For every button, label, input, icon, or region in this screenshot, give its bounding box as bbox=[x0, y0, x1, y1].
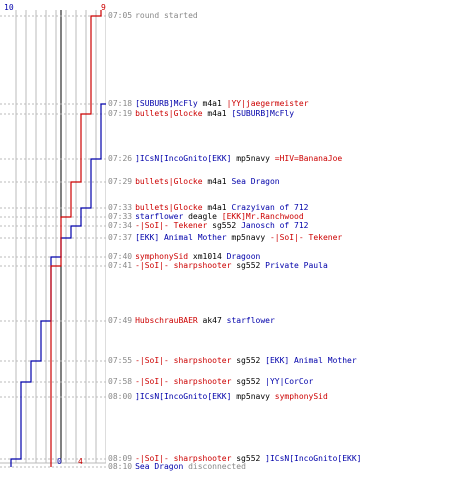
event-player: -|SoI|- sharpshooter bbox=[135, 454, 232, 463]
event-weapon: xm1014 bbox=[188, 252, 227, 261]
event-player: Janosch of 712 bbox=[241, 221, 309, 230]
event-weapon: sg552 bbox=[231, 454, 266, 463]
event-player: bullets|Glocke bbox=[135, 203, 203, 212]
event-row: 07:49 HubschrauBAER ak47 starflower bbox=[108, 316, 275, 326]
blue-team-start-count: 10 bbox=[4, 3, 14, 12]
event-player: [SUBURB]McFly bbox=[231, 109, 295, 118]
event-player: =HIV=BananaJoe bbox=[274, 154, 343, 163]
event-row: 07:19 bullets|Glocke m4a1 [SUBURB]McFly bbox=[108, 109, 294, 119]
event-time: 07:26 bbox=[108, 154, 133, 163]
event-message: round started bbox=[135, 11, 198, 20]
event-row: 07:55 -|SoI|- sharpshooter sg552 [EKK] An… bbox=[108, 356, 357, 366]
event-row: 08:10 Sea Dragon disconnected bbox=[108, 462, 246, 472]
event-time: 07:41 bbox=[108, 261, 133, 270]
event-player: [SUBURB]McFly bbox=[135, 99, 198, 108]
event-player: [EKK] Animal Mother bbox=[135, 233, 227, 242]
event-row: 07:29 bullets|Glocke m4a1 Sea Dragon bbox=[108, 177, 280, 187]
event-time: 07:55 bbox=[108, 356, 133, 365]
event-player: -|SoI|- sharpshooter bbox=[135, 356, 232, 365]
event-row: 07:33 starflower deagle [EKK]Mr.Ranchwood bbox=[108, 212, 304, 222]
event-row: 07:34 -|SoI|- Tekener sg552 Janosch of 71… bbox=[108, 221, 309, 231]
event-weapon: m4a1 bbox=[202, 109, 232, 118]
event-player: starflower bbox=[226, 316, 275, 325]
event-row: 07:26]ICsN[IncoGnito[EKK] mp5navy =HIV=B… bbox=[108, 154, 342, 164]
red-team-start-count: 9 bbox=[101, 3, 106, 12]
event-time: 07:40 bbox=[108, 252, 133, 261]
event-time: 07:37 bbox=[108, 233, 133, 242]
event-time: 08:10 bbox=[108, 462, 133, 471]
event-time: 07:18 bbox=[108, 99, 133, 108]
event-time: 07:33 bbox=[108, 212, 133, 221]
event-player: symphonySid bbox=[274, 392, 328, 401]
event-player: -|SoI|- Tekener bbox=[269, 233, 343, 242]
event-row: 07:41 -|SoI|- sharpshooter sg552 Private … bbox=[108, 261, 328, 271]
event-player: [EKK] Animal Mother bbox=[265, 356, 357, 365]
event-player: |YY|jaegermeister bbox=[226, 99, 309, 108]
event-time: 07:05 bbox=[108, 11, 133, 20]
event-weapon: sg552 bbox=[231, 356, 266, 365]
event-weapon: sg552 bbox=[207, 221, 242, 230]
red-team-end-count: 4 bbox=[78, 457, 83, 466]
event-weapon: deagle bbox=[183, 212, 222, 221]
event-row: 08:09 -|SoI|- sharpshooter sg552 ]ICsN[In… bbox=[108, 454, 361, 464]
event-player: Sea Dragon bbox=[135, 462, 184, 471]
event-time: 08:00 bbox=[108, 392, 133, 401]
event-weapon: mp5navy bbox=[231, 392, 275, 401]
event-weapon: sg552 bbox=[231, 377, 266, 386]
event-row: 07:58 -|SoI|- sharpshooter sg552 |YY|CorC… bbox=[108, 377, 313, 387]
event-message: disconnected bbox=[183, 462, 246, 471]
event-time: 07:29 bbox=[108, 177, 133, 186]
event-player: -|SoI|- Tekener bbox=[135, 221, 208, 230]
event-player: [EKK]Mr.Ranchwood bbox=[221, 212, 304, 221]
event-player: -|SoI|- sharpshooter bbox=[135, 377, 232, 386]
event-row: 07:18 [SUBURB]McFly m4a1 |YY|jaegermeiste… bbox=[108, 99, 309, 109]
red-team-alive-line bbox=[50, 10, 102, 467]
event-player: Dragoon bbox=[226, 252, 261, 261]
event-player: -|SoI|- sharpshooter bbox=[135, 261, 232, 270]
event-row: 07:40 symphonySid xm1014 Dragoon bbox=[108, 252, 260, 262]
event-time: 08:09 bbox=[108, 454, 133, 463]
event-weapon: ak47 bbox=[197, 316, 227, 325]
event-time: 07:58 bbox=[108, 377, 133, 386]
event-player: starflower bbox=[135, 212, 184, 221]
event-weapon: mp5navy bbox=[226, 233, 270, 242]
event-weapon: m4a1 bbox=[202, 177, 232, 186]
event-row: 07:33 bullets|Glocke m4a1 Crazyivan of 71… bbox=[108, 203, 309, 213]
event-player: ]ICsN[IncoGnito[EKK] bbox=[265, 454, 362, 463]
event-player: |YY|CorCor bbox=[265, 377, 314, 386]
event-player: ]ICsN[IncoGnito[EKK] bbox=[135, 392, 232, 401]
event-time: 07:34 bbox=[108, 221, 133, 230]
blue-team-end-count: 0 bbox=[57, 457, 62, 466]
event-player: ]ICsN[IncoGnito[EKK] bbox=[135, 154, 232, 163]
event-weapon: m4a1 bbox=[202, 203, 232, 212]
event-player: Crazyivan of 712 bbox=[231, 203, 309, 212]
event-weapon: mp5navy bbox=[231, 154, 275, 163]
event-player: symphonySid bbox=[135, 252, 189, 261]
event-row: 07:05 round started bbox=[108, 11, 198, 21]
event-player: HubschrauBAER bbox=[135, 316, 198, 325]
event-player: bullets|Glocke bbox=[135, 109, 203, 118]
event-player: Sea Dragon bbox=[231, 177, 280, 186]
event-player: Private Paula bbox=[265, 261, 328, 270]
event-weapon: m4a1 bbox=[197, 99, 227, 108]
event-row: 08:00]ICsN[IncoGnito[EKK] mp5navy sympho… bbox=[108, 392, 328, 402]
team-alive-chart bbox=[0, 10, 106, 468]
event-row: 07:37 [EKK] Animal Mother mp5navy -|SoI|-… bbox=[108, 233, 342, 243]
event-time: 07:33 bbox=[108, 203, 133, 212]
event-player: bullets|Glocke bbox=[135, 177, 203, 186]
event-time: 07:49 bbox=[108, 316, 133, 325]
event-weapon: sg552 bbox=[231, 261, 266, 270]
event-time: 07:19 bbox=[108, 109, 133, 118]
